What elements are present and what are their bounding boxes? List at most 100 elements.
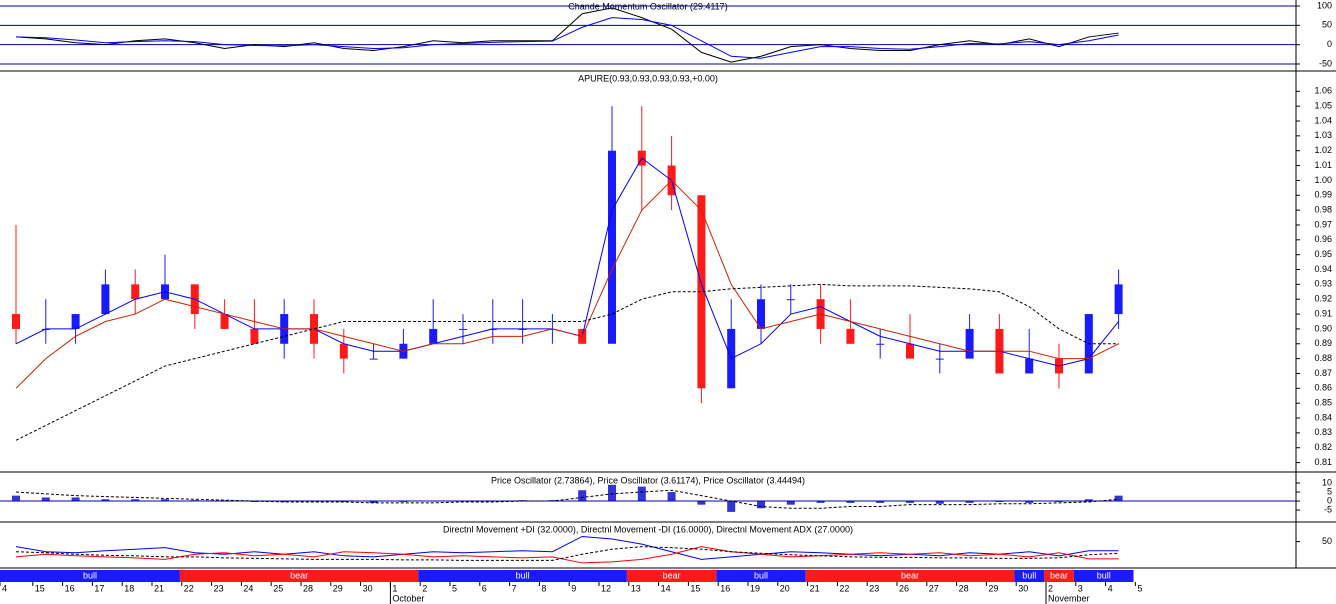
histogram-bar bbox=[667, 492, 676, 502]
series-line bbox=[15, 546, 1119, 561]
y-tick-label: -50 bbox=[1319, 58, 1332, 68]
series-line bbox=[15, 489, 1119, 509]
x-tick-label: 15 bbox=[35, 583, 45, 593]
x-tick-label: 29 bbox=[988, 583, 998, 593]
x-tick-label: 21 bbox=[810, 583, 820, 593]
histogram-bar bbox=[220, 501, 229, 502]
series-line bbox=[15, 179, 1119, 389]
x-tick-label: 26 bbox=[899, 583, 909, 593]
x-tick-label: 7 bbox=[512, 583, 517, 593]
trend-label: bull bbox=[1097, 570, 1111, 580]
histogram-bar bbox=[637, 486, 646, 502]
x-tick-label: 16 bbox=[65, 583, 75, 593]
candle-body bbox=[906, 343, 914, 359]
trend-label: bear bbox=[901, 570, 919, 580]
histogram-bar bbox=[190, 500, 199, 502]
histogram-bar bbox=[608, 484, 616, 502]
candle-body bbox=[1025, 358, 1034, 374]
x-tick-label: 8 bbox=[541, 583, 546, 593]
candle-body bbox=[131, 284, 140, 300]
y-tick-label: 1.03 bbox=[1314, 130, 1332, 140]
histogram-bar bbox=[399, 501, 408, 502]
series-line bbox=[15, 283, 1119, 441]
trend-band bbox=[179, 570, 419, 582]
histogram-bar bbox=[339, 501, 348, 502]
y-tick-label: 0.96 bbox=[1314, 234, 1332, 244]
panel-title: Directnl Movement +DI (32.0000), Directn… bbox=[443, 524, 853, 534]
histogram-bar bbox=[786, 501, 795, 505]
trend-band bbox=[418, 570, 627, 582]
candle-body bbox=[965, 328, 974, 359]
histogram-bar bbox=[757, 501, 765, 509]
y-tick-label: 0 bbox=[1327, 39, 1332, 49]
histogram-bar bbox=[369, 501, 378, 503]
x-tick-label: 28 bbox=[959, 583, 969, 593]
candle-body bbox=[697, 195, 706, 389]
y-tick-label: 0.98 bbox=[1314, 204, 1332, 214]
histogram-bar bbox=[280, 501, 289, 502]
y-tick-label: 0.84 bbox=[1314, 412, 1332, 422]
y-tick-label: 0.88 bbox=[1314, 353, 1332, 363]
series-line bbox=[15, 7, 1119, 63]
histogram-bar bbox=[488, 501, 497, 502]
candle-body bbox=[220, 314, 229, 329]
y-tick-label: 0.95 bbox=[1314, 249, 1332, 259]
x-tick-label: 28 bbox=[303, 583, 313, 593]
x-tick-label: 18 bbox=[124, 583, 134, 593]
x-tick-label: 30 bbox=[363, 583, 373, 593]
x-tick-label: 4 bbox=[2, 583, 7, 593]
y-tick-label: 1.05 bbox=[1314, 101, 1332, 111]
candle-body bbox=[786, 299, 795, 301]
trend-label: bear bbox=[290, 570, 308, 580]
x-tick-label: 5 bbox=[1137, 583, 1142, 593]
x-tick-label: 2 bbox=[1048, 583, 1053, 593]
trend-label: bull bbox=[1022, 570, 1036, 580]
y-tick-label: 0.90 bbox=[1314, 323, 1332, 333]
histogram-bar bbox=[906, 501, 914, 503]
histogram-bar bbox=[846, 501, 855, 503]
x-tick-label: 27 bbox=[929, 583, 939, 593]
trend-label: bear bbox=[663, 570, 681, 580]
y-tick-label: -5 bbox=[1324, 504, 1332, 514]
trend-label: bull bbox=[516, 570, 530, 580]
y-tick-label: 0.91 bbox=[1314, 308, 1332, 318]
candle-body bbox=[339, 343, 348, 359]
x-tick-label: 3 bbox=[1078, 583, 1083, 593]
y-tick-label: 5 bbox=[1327, 486, 1332, 496]
x-tick-label: 17 bbox=[94, 583, 104, 593]
histogram-bar bbox=[1084, 499, 1093, 502]
histogram-bar bbox=[1114, 495, 1123, 502]
y-tick-label: 1.02 bbox=[1314, 145, 1332, 155]
y-tick-label: 0.89 bbox=[1314, 338, 1332, 348]
y-tick-label: 0.85 bbox=[1314, 398, 1332, 408]
histogram-bar bbox=[459, 501, 467, 502]
series-line bbox=[15, 535, 1119, 560]
candle-body bbox=[608, 150, 616, 344]
x-tick-label: 22 bbox=[184, 583, 194, 593]
y-tick-label: 50 bbox=[1322, 20, 1332, 30]
histogram-bar bbox=[101, 499, 110, 502]
x-tick-label: 12 bbox=[601, 583, 611, 593]
candle-body bbox=[876, 343, 885, 345]
histogram-bar bbox=[41, 497, 50, 502]
x-tick-label: 30 bbox=[1018, 583, 1028, 593]
month-label: October bbox=[392, 593, 424, 603]
y-tick-label: 1.00 bbox=[1314, 175, 1332, 185]
x-tick-label: 1 bbox=[392, 583, 397, 593]
histogram-bar bbox=[1055, 501, 1063, 502]
histogram-bar bbox=[71, 497, 80, 502]
panel-title: Price Oscillator (2.73864), Price Oscill… bbox=[491, 475, 805, 485]
y-tick-label: 0.81 bbox=[1314, 457, 1332, 467]
y-tick-label: 1.04 bbox=[1314, 115, 1332, 125]
histogram-bar bbox=[965, 501, 974, 503]
x-tick-label: 19 bbox=[750, 583, 760, 593]
y-tick-label: 0 bbox=[1327, 495, 1332, 505]
x-tick-label: 13 bbox=[631, 583, 641, 593]
histogram-bar bbox=[578, 490, 587, 502]
histogram-bar bbox=[935, 501, 944, 504]
histogram-bar bbox=[250, 501, 259, 502]
y-tick-label: 0.83 bbox=[1314, 427, 1332, 437]
y-tick-label: 0.86 bbox=[1314, 383, 1332, 393]
histogram-bar bbox=[697, 501, 706, 505]
y-tick-label: 1.06 bbox=[1314, 86, 1332, 96]
